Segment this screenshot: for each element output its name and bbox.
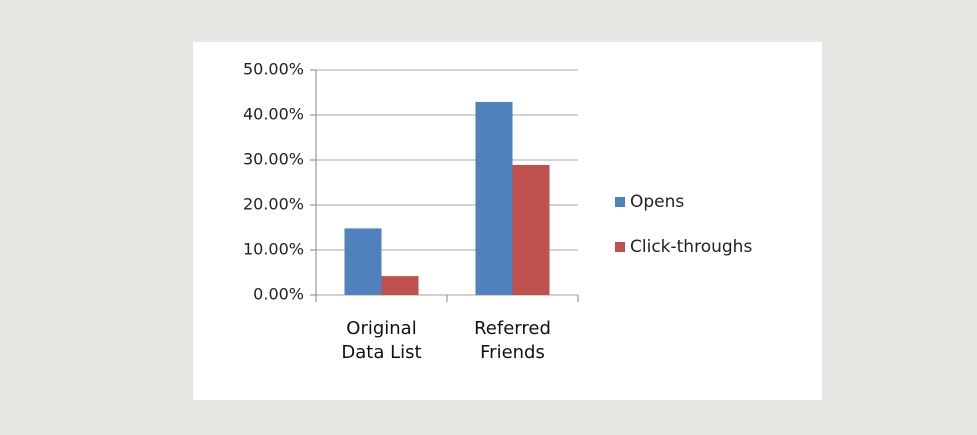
- legend-label: Opens: [630, 192, 684, 212]
- legend-swatch: [615, 197, 625, 207]
- x-tick-label: Original Data List: [341, 318, 422, 363]
- bar: [344, 228, 382, 295]
- legend-label: Click-throughs: [630, 237, 752, 257]
- y-tick-label: 10.00%: [243, 240, 304, 259]
- y-tick-label: 0.00%: [253, 285, 304, 304]
- y-tick-label: 20.00%: [243, 195, 304, 214]
- y-tick-label: 30.00%: [243, 150, 304, 169]
- legend-swatch: [615, 242, 625, 252]
- bar: [475, 101, 513, 295]
- x-tick-label: Referred Friends: [474, 318, 551, 363]
- bar: [512, 164, 550, 295]
- y-tick-label: 40.00%: [243, 105, 304, 124]
- y-tick-label: 50.00%: [243, 60, 304, 79]
- bar: [381, 276, 419, 295]
